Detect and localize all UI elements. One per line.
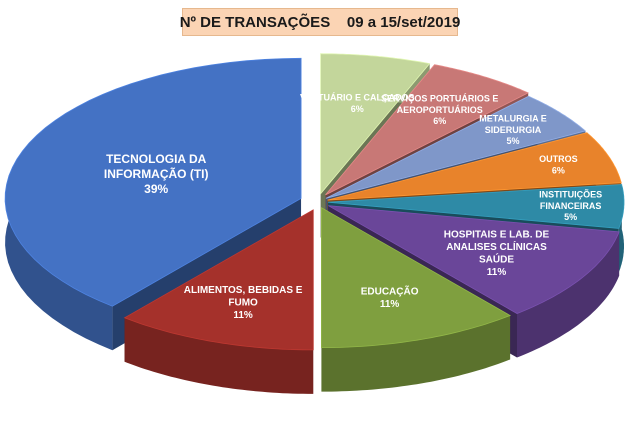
- pie-slice-2: [320, 206, 512, 348]
- slice-name-line: HOSPITAIS E LAB. DE: [444, 230, 550, 241]
- pie-labels: VESTUÁRIO E CALÇADOS 6%SERVIÇOS PORTUÁRIO…: [104, 93, 602, 322]
- slice-name-line: EDUCAÇÃO: [361, 285, 419, 298]
- slice-name-line: SERVIÇOS PORTUÁRIOS E: [381, 94, 498, 104]
- slice-name-line: OUTROS: [539, 154, 578, 164]
- pie-slice-5: [327, 132, 622, 201]
- slice-outer-wall: [321, 315, 511, 392]
- slice-outer-wall: [124, 317, 314, 394]
- slice-name-line: ALIMENTOS, BEBIDAS E: [184, 285, 303, 296]
- pie-slice-1: [123, 209, 314, 351]
- pie-slice-7: [325, 64, 530, 196]
- slice-name-line: FUMO: [228, 298, 258, 309]
- pie-slice-3: [328, 205, 620, 314]
- slice-label-2: EDUCAÇÃO 11%: [361, 285, 419, 311]
- slice-percent: 6%: [351, 104, 364, 114]
- slice-name-line: INSTITUIÇÕES: [539, 190, 602, 200]
- chart-title: Nº DE TRANSAÇÕES 09 a 15/set/2019: [180, 8, 460, 36]
- slice-name-line: SIDERURGIA: [485, 125, 542, 135]
- slice-percent: 39%: [144, 182, 168, 196]
- slice-label-0: TECNOLOGIA DA INFORMAÇÃO (TI) 39%: [104, 152, 209, 196]
- slice-name-line: ANALISES CLÍNICAS: [446, 240, 547, 253]
- slice-name-line: AEROPORTUÁRIOS: [397, 105, 483, 115]
- slice-label-8: VESTUÁRIO E CALÇADOS 6%: [300, 93, 415, 114]
- pie-slice-6: [325, 95, 587, 199]
- slice-percent: 11%: [487, 267, 507, 278]
- slice-outer-wall: [517, 231, 620, 358]
- slice-percent: 6%: [433, 116, 446, 126]
- slice-label-3: HOSPITAIS E LAB. DE ANALISES CLÍNICAS SAÚD…: [444, 230, 550, 279]
- slice-name-line: FINANCEIRAS: [540, 201, 602, 211]
- slice-label-7: SERVIÇOS PORTUÁRIOS E AEROPORTUÁRIOS 6%: [381, 94, 498, 127]
- pie-slice-4: [327, 184, 625, 229]
- pie-slice-0: [4, 57, 302, 307]
- slice-percent: 11%: [380, 299, 400, 310]
- slice-name-line: INFORMAÇÃO (TI): [104, 166, 209, 181]
- slice-name-line: METALURGIA E: [479, 114, 547, 124]
- slice-name-line: SAÚDE: [479, 253, 514, 266]
- slice-name-line: TECNOLOGIA DA: [106, 152, 207, 166]
- slice-label-6: METALURGIA E SIDERURGIA 5%: [479, 114, 547, 147]
- slice-label-1: ALIMENTOS, BEBIDAS E FUMO 11%: [184, 285, 303, 321]
- slice-label-5: OUTROS 6%: [539, 154, 578, 175]
- slice-percent: 6%: [552, 165, 565, 175]
- slice-label-4: INSTITUIÇÕES FINANCEIRAS 5%: [539, 190, 602, 223]
- slice-percent: 5%: [506, 136, 519, 146]
- slice-percent: 5%: [564, 212, 577, 222]
- slice-name-line: VESTUÁRIO E CALÇADOS: [300, 93, 415, 103]
- pie-tops: [4, 53, 625, 351]
- pie-slice-8: [320, 53, 431, 195]
- slice-percent: 11%: [233, 310, 253, 321]
